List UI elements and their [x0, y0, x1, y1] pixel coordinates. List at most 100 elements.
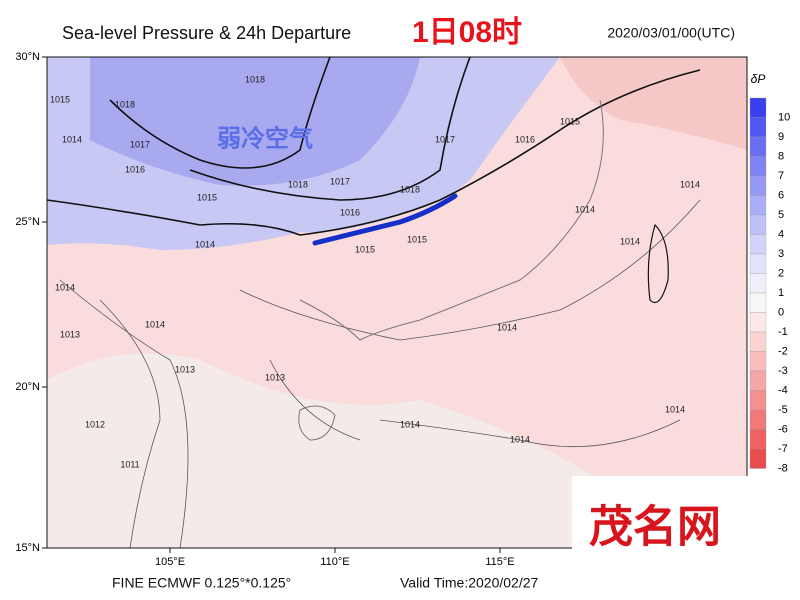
- contour-label: 1013: [60, 329, 80, 339]
- colorbar-label: -3: [778, 365, 788, 377]
- colorbar-swatch: [749, 253, 767, 274]
- colorbar-swatch: [749, 448, 767, 469]
- colorbar-swatch: [749, 409, 767, 430]
- colorbar-swatch: [749, 429, 767, 450]
- contour-label: 1014: [575, 204, 595, 214]
- contour-label: 1018: [245, 74, 265, 84]
- colorbar-label: 1: [778, 287, 784, 299]
- colorbar-swatch: [749, 117, 767, 138]
- contour-label: 1016: [340, 207, 360, 217]
- colorbar-swatch: [749, 136, 767, 157]
- colorbar-swatch: [749, 234, 767, 255]
- contour-label: 1014: [145, 319, 165, 329]
- taiwan: [647, 223, 669, 304]
- watermark-box: [572, 476, 800, 600]
- colorbar-label: -4: [778, 384, 788, 396]
- contour-label: 1014: [62, 134, 82, 144]
- axes: 30°N 25°N 20°N 15°N 105°E 110°E 115°E: [15, 51, 514, 568]
- lat-label: 20°N: [15, 381, 40, 393]
- contour-label: 1014: [497, 322, 517, 332]
- contour-label: 1015: [407, 234, 427, 244]
- contour-label: 1016: [515, 134, 535, 144]
- contour-label: 1015: [197, 192, 217, 202]
- colorbar-swatch: [749, 370, 767, 391]
- contour-label: 1014: [665, 404, 685, 414]
- contour-label: 1015: [50, 94, 70, 104]
- light-region: [47, 353, 600, 548]
- colorbar-swatch: [749, 195, 767, 216]
- contour-label: 1014: [620, 236, 640, 246]
- title: Sea-level Pressure & 24h Departure: [62, 23, 351, 43]
- colorbar-label: -6: [778, 423, 788, 435]
- annotation: 弱冷空气: [217, 124, 313, 152]
- colorbar-swatch: [749, 214, 767, 235]
- contour-label: 1018: [400, 184, 420, 194]
- colorbar-swatch: [749, 351, 767, 372]
- colorbar-swatch: [749, 273, 767, 294]
- colorbar-label: 10: [778, 111, 790, 123]
- contour-label: 1011: [120, 459, 139, 469]
- watermark: 茂名网: [589, 503, 721, 552]
- cold-core: [90, 57, 420, 186]
- map-frame: [46, 56, 748, 549]
- contour-label: 1014: [510, 434, 530, 444]
- lat-label: 15°N: [15, 542, 40, 554]
- contour-label: 1014: [55, 282, 75, 292]
- contour-label: 1015: [355, 244, 375, 254]
- colorbar-swatch: [749, 331, 767, 352]
- colorbar-label: 5: [778, 209, 784, 221]
- colorbar-label: 8: [778, 150, 784, 162]
- footer-source: FINE ECMWF 0.125°*0.125°: [112, 575, 291, 591]
- contour-label: 1014: [680, 179, 700, 189]
- lon-label: 115°E: [485, 556, 514, 568]
- colorbar-label: 3: [778, 248, 784, 260]
- colorbar-label: 6: [778, 189, 784, 201]
- colorbar-label: -8: [778, 462, 788, 474]
- contour-labels: 1015 1018 1017 1016 1014 1018 1018 1017 1018 1017…: [50, 74, 700, 469]
- contour-label: 1016: [125, 164, 145, 174]
- colorbar-swatch: [749, 292, 767, 313]
- colorbar-label: 7: [778, 170, 784, 182]
- colorbar-label: 9: [778, 131, 784, 143]
- lat-label: 25°N: [15, 216, 40, 228]
- coastline: [299, 99, 604, 341]
- colorbar-label: 4: [778, 228, 784, 240]
- colorbar-swatch: [749, 312, 767, 333]
- colorbar-swatch: [749, 175, 767, 196]
- lon-label: 110°E: [320, 556, 349, 568]
- contour-label: 1017: [435, 134, 455, 144]
- footer-valid: Valid Time:2020/02/27: [400, 575, 538, 591]
- island: [298, 405, 336, 441]
- colorbar-label: -7: [778, 443, 788, 455]
- lat-label: 30°N: [15, 51, 40, 63]
- colorbar-swatch: [749, 390, 767, 411]
- colorbar-label: 0: [778, 306, 784, 318]
- lon-label: 105°E: [155, 556, 185, 568]
- contour-label: 1018: [115, 99, 135, 109]
- time-label: 1日08时: [412, 16, 522, 49]
- contour-label: 1018: [288, 179, 308, 189]
- contour-label: 1017: [130, 139, 150, 149]
- isobars-thin: [59, 199, 701, 548]
- colorbar-swatch: [749, 97, 767, 118]
- warm-region: [560, 57, 747, 150]
- contour-label: 1015: [560, 116, 580, 126]
- colorbar-title: δP: [751, 72, 766, 86]
- colorbar-label: -1: [778, 326, 788, 338]
- date: 2020/03/01/00(UTC): [607, 25, 735, 41]
- contour-label: 1013: [265, 372, 285, 382]
- contour-label: 1013: [175, 364, 195, 374]
- cold-front: [312, 193, 458, 246]
- colorbar-swatch: [749, 156, 767, 177]
- contour-label: 1014: [195, 239, 215, 249]
- colorbar-label: -2: [778, 345, 788, 357]
- contour-label: 1014: [400, 419, 420, 429]
- isobars: [47, 57, 701, 236]
- contour-label: 1012: [85, 419, 105, 429]
- contour-label: 1017: [330, 176, 350, 186]
- colorbar-label: 2: [778, 267, 784, 279]
- colorbar-label: -5: [778, 404, 788, 416]
